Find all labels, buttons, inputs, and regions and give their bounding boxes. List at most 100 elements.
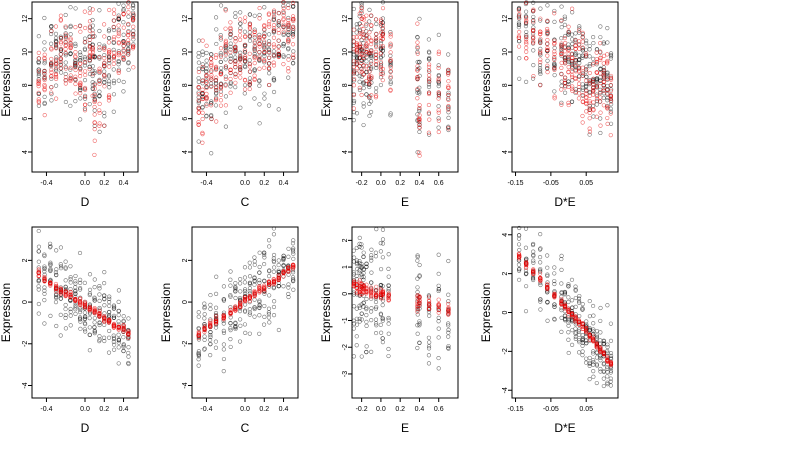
red-point (63, 39, 68, 44)
x-tick-label: 0.6 (434, 180, 444, 187)
black-point (102, 52, 107, 58)
red-point (238, 62, 243, 67)
black-point (53, 67, 59, 72)
red-point (538, 49, 543, 54)
red-point (415, 44, 420, 49)
y-tick-label: 0 (502, 310, 509, 314)
black-point (359, 66, 364, 72)
black-point (243, 330, 248, 335)
y-tick-label: 0 (22, 300, 29, 304)
black-point (386, 317, 391, 322)
black-point (126, 361, 131, 367)
black-point (351, 290, 357, 295)
black-point (281, 32, 286, 37)
black-point (116, 308, 121, 314)
black-point (537, 63, 543, 68)
red-point (223, 40, 228, 45)
red-point (364, 42, 369, 47)
red-point (102, 123, 107, 128)
red-point (436, 51, 441, 56)
red-point (53, 65, 59, 70)
black-point (262, 91, 267, 96)
red-point (374, 32, 379, 37)
red-point (97, 78, 102, 83)
black-point (417, 319, 422, 324)
black-point (573, 326, 578, 331)
red-point (83, 25, 88, 31)
red-point (570, 84, 575, 89)
black-point (591, 34, 596, 40)
black-point (380, 255, 385, 260)
red-point (608, 88, 614, 93)
black-point (559, 25, 564, 30)
black-point (374, 305, 379, 310)
black-point (388, 113, 393, 118)
x-tick-label: 0.4 (279, 406, 289, 413)
red-point (223, 49, 228, 54)
red-point (218, 54, 224, 59)
red-point (238, 17, 243, 22)
black-point (209, 151, 214, 156)
red-point (446, 72, 451, 77)
black-point (97, 8, 102, 13)
black-point (97, 93, 102, 98)
red-point (87, 19, 93, 24)
black-point (357, 259, 362, 264)
red-point (351, 71, 356, 76)
red-point (121, 56, 126, 61)
black-point (73, 99, 78, 104)
red-point (126, 38, 131, 43)
black-point (73, 303, 78, 308)
red-point (291, 17, 296, 22)
black-point (49, 92, 54, 97)
black-point (531, 63, 536, 68)
black-point (364, 23, 369, 28)
red-point (559, 43, 564, 48)
black-point (354, 71, 359, 76)
black-point (386, 266, 391, 271)
red-point (87, 24, 92, 29)
y-tick-label: -2 (342, 344, 349, 350)
red-point (380, 37, 385, 42)
red-point (545, 26, 550, 32)
red-point (92, 92, 97, 97)
red-point (68, 73, 73, 78)
black-point (523, 9, 529, 14)
red-point (436, 310, 441, 315)
red-point (90, 54, 95, 59)
x-axis-label: E (401, 195, 409, 209)
red-point (598, 99, 603, 104)
red-point (82, 302, 88, 307)
black-point (552, 265, 557, 270)
red-point (562, 35, 567, 41)
black-point (359, 311, 364, 316)
red-point (107, 317, 112, 322)
red-point (58, 57, 63, 62)
red-point (200, 90, 205, 96)
black-point (286, 246, 291, 251)
black-point (90, 64, 95, 69)
black-point (204, 101, 209, 107)
black-point (286, 2, 291, 8)
x-tick-label: -0.05 (543, 180, 559, 187)
black-point (87, 332, 92, 337)
red-point (243, 299, 248, 304)
black-point (53, 300, 59, 305)
black-point (196, 76, 201, 81)
red-point (286, 69, 291, 74)
red-point (364, 13, 369, 18)
red-point (538, 83, 543, 88)
black-point (68, 309, 73, 314)
red-point (228, 31, 233, 36)
red-point (369, 23, 374, 28)
black-point (68, 32, 73, 37)
black-point (54, 248, 59, 253)
black-point (202, 306, 207, 311)
red-point (228, 76, 233, 82)
y-tick-label: 8 (502, 83, 509, 87)
black-point (415, 253, 420, 258)
red-point (573, 75, 578, 81)
black-point (388, 79, 393, 85)
black-point (608, 350, 614, 356)
black-point (531, 277, 536, 283)
